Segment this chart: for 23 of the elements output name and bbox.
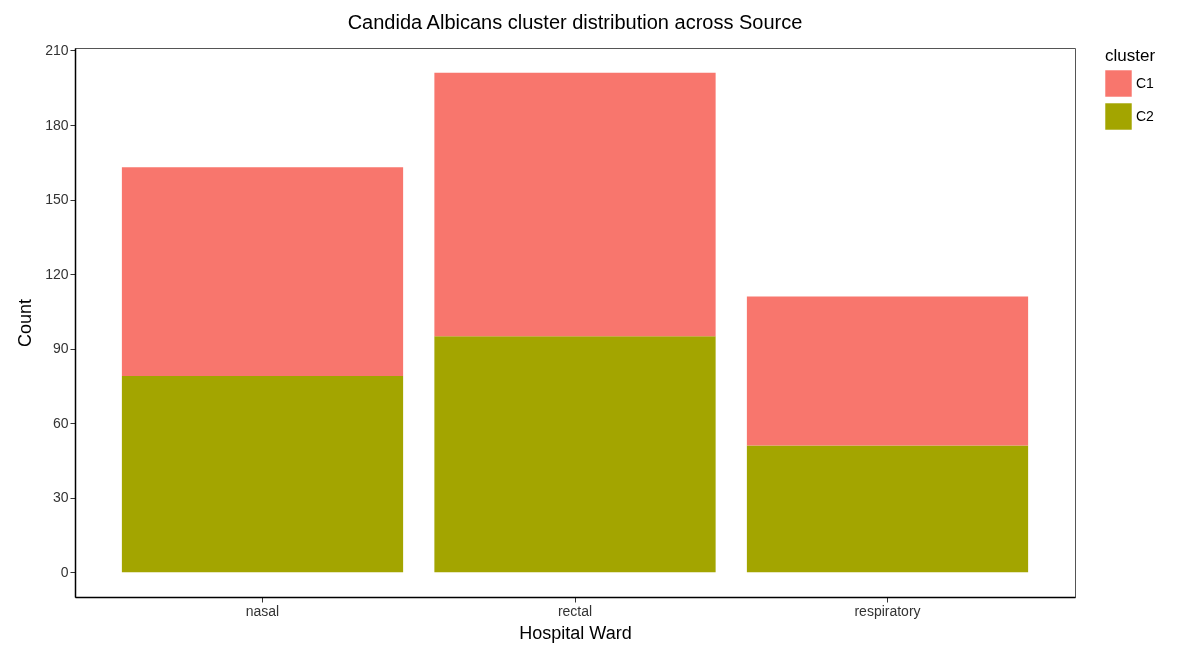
y-tick-label: 150: [45, 191, 69, 208]
x-tick-label: nasal: [245, 602, 280, 619]
bar: [434, 72, 716, 337]
bar: [746, 445, 1029, 573]
y-tick-label: 120: [45, 265, 69, 282]
bar: [434, 336, 716, 573]
y-tick-label: 90: [52, 340, 69, 357]
chart-title: Candida Albicans cluster distribution across Source: [347, 11, 803, 34]
y-tick-label: 60: [52, 414, 69, 431]
y-tick-label: 30: [52, 489, 69, 506]
y-tick-label: 0: [60, 563, 69, 580]
bar: [121, 167, 404, 376]
y-tick-label: 210: [45, 41, 69, 58]
x-tick-label: respiratory: [854, 602, 921, 619]
legend-label: C2: [1136, 107, 1155, 124]
x-axis-title: Hospital Ward: [519, 622, 632, 643]
y-tick-label: 180: [45, 116, 69, 133]
bar: [746, 296, 1029, 446]
legend-title: cluster: [1105, 46, 1156, 65]
legend-label: C1: [1136, 74, 1155, 91]
y-axis-title: Count: [15, 298, 36, 348]
x-tick-label: rectal: [557, 602, 593, 619]
bar: [121, 375, 404, 573]
